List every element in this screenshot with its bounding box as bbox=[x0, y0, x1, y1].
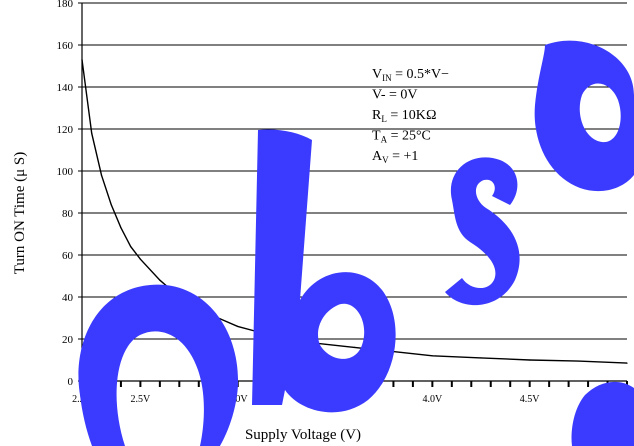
y-tick-label: 140 bbox=[57, 82, 74, 94]
y-axis-title: Turn ON Time (μ S) bbox=[12, 152, 28, 275]
watermark-shapes bbox=[78, 40, 634, 446]
y-tick-label: 80 bbox=[62, 208, 74, 220]
annotation-line: VIN = 0.5*V− bbox=[372, 67, 449, 83]
watermark-shape-s bbox=[445, 157, 520, 306]
annotation-line: RL = 10KΩ bbox=[372, 108, 437, 124]
y-tick-label: 20 bbox=[62, 334, 74, 346]
y-tick-label: 0 bbox=[68, 376, 74, 388]
conditions-annotation: VIN = 0.5*V− V- = 0V RL = 10KΩ TA = 25°C AV … bbox=[372, 67, 449, 165]
annotation-line: AV = +1 bbox=[372, 149, 418, 165]
data-point bbox=[577, 360, 579, 362]
x-axis-title: Supply Voltage (V) bbox=[245, 427, 361, 443]
watermark-shape-b bbox=[252, 129, 396, 413]
y-tick-label: 100 bbox=[57, 166, 74, 178]
annotation-line: TA = 25°C bbox=[372, 129, 431, 145]
data-point bbox=[139, 258, 141, 260]
watermark-shape-o2 bbox=[534, 40, 634, 192]
data-point bbox=[130, 246, 132, 248]
y-axis-ticks: 0 20 40 60 80 100 120 140 160 180 bbox=[57, 0, 82, 388]
y-tick-label: 160 bbox=[57, 40, 74, 52]
x-tick-label: 4.5V bbox=[520, 394, 541, 405]
x-tick-label: 4.0V bbox=[422, 394, 443, 405]
data-point bbox=[120, 227, 122, 229]
data-point bbox=[237, 325, 239, 327]
y-tick-label: 180 bbox=[57, 0, 74, 10]
data-point bbox=[353, 346, 356, 348]
data-point bbox=[431, 355, 433, 357]
data-point bbox=[100, 174, 103, 176]
data-point bbox=[529, 359, 531, 361]
data-point bbox=[110, 204, 112, 206]
data-point bbox=[81, 59, 83, 61]
data-point bbox=[159, 279, 161, 281]
watermark-shape-o bbox=[78, 284, 239, 446]
annotation-line: V- = 0V bbox=[372, 88, 418, 103]
data-point bbox=[480, 357, 482, 359]
x-tick-label: 3.0V bbox=[228, 394, 249, 405]
y-tick-label: 60 bbox=[62, 250, 74, 262]
x-tick-label: 2.5V bbox=[131, 394, 152, 405]
data-point bbox=[626, 362, 628, 364]
data-point bbox=[91, 132, 93, 134]
y-tick-label: 40 bbox=[62, 292, 74, 304]
watermark-shape-corner bbox=[571, 381, 634, 446]
y-tick-label: 120 bbox=[57, 124, 74, 136]
